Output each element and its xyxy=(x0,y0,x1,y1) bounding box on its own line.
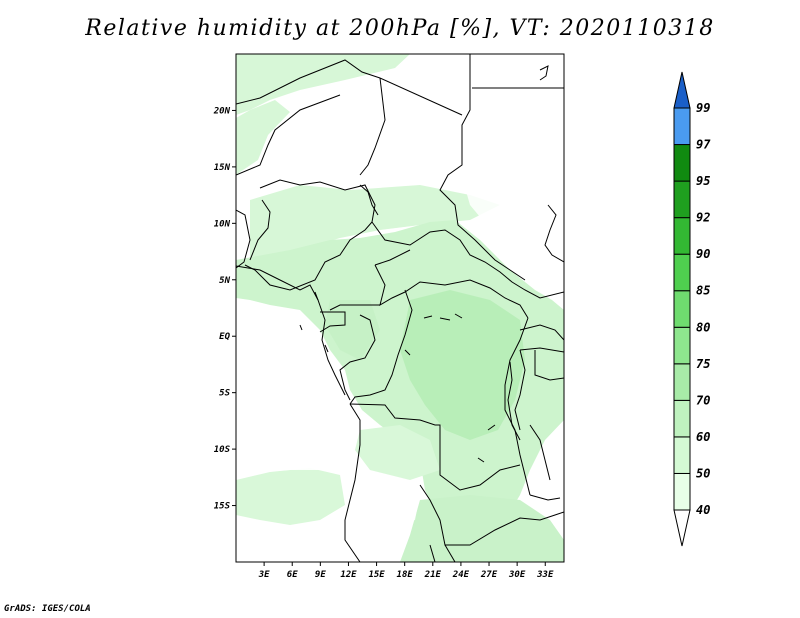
lon-tick-label: 12E xyxy=(340,570,357,580)
colorbar-segment xyxy=(673,363,691,401)
colorbar-segment xyxy=(673,436,691,474)
colorbar-segment xyxy=(673,180,691,219)
colorbar-segment xyxy=(673,472,691,511)
colorbar-segment xyxy=(673,399,691,438)
colorbar-segment xyxy=(673,253,691,292)
lat-tick-label: 15N xyxy=(214,163,231,173)
colorbar-label: 75 xyxy=(696,357,710,371)
lon-tick-label: 6E xyxy=(287,570,298,580)
lat-tick-label: 10N xyxy=(214,219,231,229)
colorbar-label: 85 xyxy=(696,284,710,298)
lon-tick-label: 24E xyxy=(452,570,470,580)
colorbar-top-arrow xyxy=(673,71,691,109)
colorbar-bottom-arrow xyxy=(673,509,691,547)
colorbar-label: 95 xyxy=(696,174,710,188)
lon-tick-label: 9E xyxy=(315,570,326,580)
lon-tick-label: 21E xyxy=(424,570,442,580)
colorbar-segment xyxy=(673,326,691,365)
colorbar-segment xyxy=(673,144,691,182)
colorbar-label: 60 xyxy=(696,430,710,444)
colorbar-label: 90 xyxy=(696,247,710,261)
lat-tick-label: EQ xyxy=(219,332,230,342)
lat-tick-label: 20N xyxy=(213,106,231,116)
humidity-field xyxy=(236,54,564,562)
colorbar-label: 70 xyxy=(696,393,710,407)
colorbar-label: 80 xyxy=(696,320,710,334)
colorbar: 40 50 60 70 75 80 85 90 92 95 97 99 xyxy=(673,71,711,547)
colorbar-label: 40 xyxy=(696,503,710,517)
colorbar-label: 99 xyxy=(696,101,710,115)
lat-tick-label: 15S xyxy=(214,502,231,512)
lat-tick-label: 10S xyxy=(214,445,231,455)
map-title: Relative humidity at 200hPa [%], VT: 202… xyxy=(85,16,715,41)
lon-tick-label: 3E xyxy=(258,570,270,580)
lon-tick-label: 30E xyxy=(508,570,526,580)
map-axes: 20N 15N 10N 5N EQ 5S 10S 15S 3E 6E 9E 12E 15E 18E 21E 2… xyxy=(213,106,554,580)
lat-tick-label: 5S xyxy=(219,389,230,399)
colorbar-segment xyxy=(673,107,691,146)
lat-tick-label: 5N xyxy=(219,276,230,286)
colorbar-segment xyxy=(673,217,691,255)
lon-tick-label: 27E xyxy=(480,570,498,580)
lon-tick-label: 15E xyxy=(368,570,385,580)
colorbar-label: 92 xyxy=(696,211,710,225)
country-borders xyxy=(236,54,564,562)
colorbar-label: 50 xyxy=(696,466,710,480)
map-frame xyxy=(235,53,565,563)
lon-tick-label: 33E xyxy=(536,570,554,580)
colorbar-label: 97 xyxy=(696,138,711,152)
lon-tick-label: 18E xyxy=(397,570,414,580)
grads-credit: GrADS: IGES/COLA xyxy=(4,604,91,614)
colorbar-segment xyxy=(673,290,691,328)
